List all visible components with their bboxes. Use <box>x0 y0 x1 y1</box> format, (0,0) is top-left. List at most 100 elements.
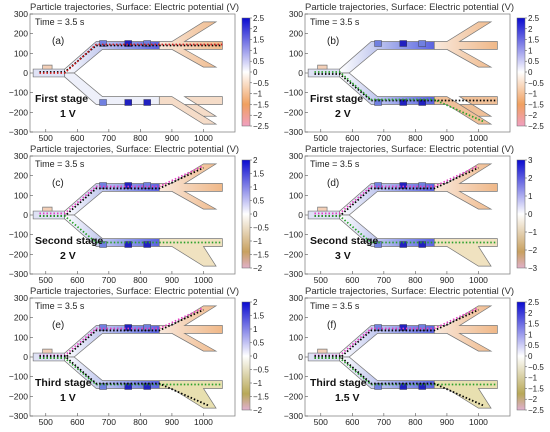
xtick-label: 800 <box>133 417 147 427</box>
ytick-label: 0 <box>298 352 303 362</box>
panel-letter: (a) <box>52 36 64 47</box>
colorbar-label: 1.5 <box>528 320 540 329</box>
colorbar-label: −1 <box>528 90 538 99</box>
ytick-label: 100 <box>289 190 303 200</box>
xtick-label: 1000 <box>194 133 213 143</box>
ytick-label: 300 <box>289 293 303 303</box>
ytick-label: 0 <box>23 68 28 78</box>
ytick-label: 300 <box>14 293 28 303</box>
ytick-label: 200 <box>289 29 303 39</box>
trajectory-upper-pink <box>314 307 479 357</box>
ytick-label: −300 <box>9 127 28 137</box>
xtick-label: 700 <box>377 133 391 143</box>
ytick-label: 200 <box>14 313 28 323</box>
colorbar-label: 0 <box>528 352 533 361</box>
trajectory-lower-green <box>314 71 486 123</box>
electrode-pad <box>42 206 53 212</box>
time-label: Time = 3.5 s <box>310 159 360 169</box>
inlet-channel <box>32 68 66 78</box>
lower-outlet <box>158 238 223 267</box>
inlet-channel <box>307 352 341 362</box>
electrode-pad <box>317 348 328 354</box>
stage-label: First stage <box>35 93 88 105</box>
ytick-label: −300 <box>284 269 303 279</box>
xtick-label: 800 <box>408 133 422 143</box>
xtick-label: 1000 <box>194 417 213 427</box>
ytick-label: −300 <box>284 411 303 421</box>
inlet-channel <box>307 68 341 78</box>
colorbar-label: 1.5 <box>528 36 540 45</box>
ytick-label: 0 <box>298 210 303 220</box>
stage-label: Second stage <box>35 235 103 247</box>
trajectory-upper <box>39 166 204 217</box>
electrode <box>99 241 107 248</box>
trajectory-lower <box>314 73 498 102</box>
lower-outlet <box>433 380 498 409</box>
colorbar-label: 2 <box>528 25 533 34</box>
xtick-label: 700 <box>377 275 391 285</box>
ytick-label: 300 <box>289 151 303 161</box>
voltage-label: 2 V <box>335 108 351 120</box>
ytick-label: 100 <box>14 48 28 58</box>
stage-label: Third stage <box>310 377 367 389</box>
trajectory-upper <box>314 308 479 359</box>
colorbar-label: 0 <box>253 352 258 361</box>
electrode <box>143 324 151 331</box>
panel-title: Particle trajectories, Surface: Electric… <box>30 144 239 155</box>
colorbar-label: 1 <box>253 46 258 55</box>
time-label: Time = 3.5 s <box>35 159 85 169</box>
xtick-label: 800 <box>408 417 422 427</box>
electrode <box>124 99 132 106</box>
colorbar-label: −1 <box>528 228 538 237</box>
xtick-label: 700 <box>377 417 391 427</box>
ytick-label: 100 <box>289 332 303 342</box>
colorbar-label: 2.5 <box>528 14 540 23</box>
trajectory-lower-black <box>314 355 486 407</box>
colorbar-label: 0 <box>528 68 533 77</box>
xtick-label: 600 <box>345 133 359 143</box>
ytick-label: 100 <box>14 190 28 200</box>
panel-e: Particle trajectories, Surface: Electric… <box>9 286 270 427</box>
electrode <box>418 40 426 47</box>
panel-letter: (b) <box>327 36 339 47</box>
electrode-pad <box>317 64 328 70</box>
xtick-label: 900 <box>440 275 454 285</box>
upper-outlet <box>433 163 498 210</box>
colorbar-label: 1.5 <box>253 36 265 45</box>
ytick-label: −300 <box>284 127 303 137</box>
colorbar-label: 1.5 <box>253 170 265 179</box>
xtick-label: 600 <box>70 417 84 427</box>
electrode <box>399 40 407 47</box>
ytick-label: −100 <box>284 230 303 240</box>
ytick-label: −200 <box>9 107 28 117</box>
ytick-label: 300 <box>14 9 28 19</box>
xtick-label: 500 <box>39 133 53 143</box>
ytick-label: 0 <box>23 352 28 362</box>
ytick-label: 300 <box>289 9 303 19</box>
colorbar-label: −2.5 <box>528 406 544 415</box>
xtick-label: 500 <box>314 417 328 427</box>
ytick-label: −200 <box>9 249 28 259</box>
trajectory-upper-pink <box>39 165 204 215</box>
ytick-label: 100 <box>14 332 28 342</box>
inlet-channel <box>32 210 66 220</box>
xtick-label: 500 <box>39 275 53 285</box>
xtick-label: 900 <box>165 133 179 143</box>
trajectory-upper <box>39 308 204 359</box>
trajectory-upper-red <box>39 43 223 74</box>
colorbar-label: 2.5 <box>253 14 265 23</box>
panel-d: Particle trajectories, Surface: Electric… <box>284 144 538 285</box>
electrode-pad <box>317 206 328 212</box>
ytick-label: −200 <box>284 249 303 259</box>
xtick-label: 600 <box>70 133 84 143</box>
upper-outlet <box>433 305 498 352</box>
inlet-channel <box>307 210 341 220</box>
panel-title: Particle trajectories, Surface: Electric… <box>305 2 514 13</box>
panel-letter: (c) <box>52 178 64 189</box>
panel-letter: (d) <box>327 178 339 189</box>
colorbar-label: −1 <box>528 374 538 383</box>
lower-branch <box>64 214 160 247</box>
ytick-label: −200 <box>9 391 28 401</box>
colorbar-label: −0.5 <box>528 79 544 88</box>
